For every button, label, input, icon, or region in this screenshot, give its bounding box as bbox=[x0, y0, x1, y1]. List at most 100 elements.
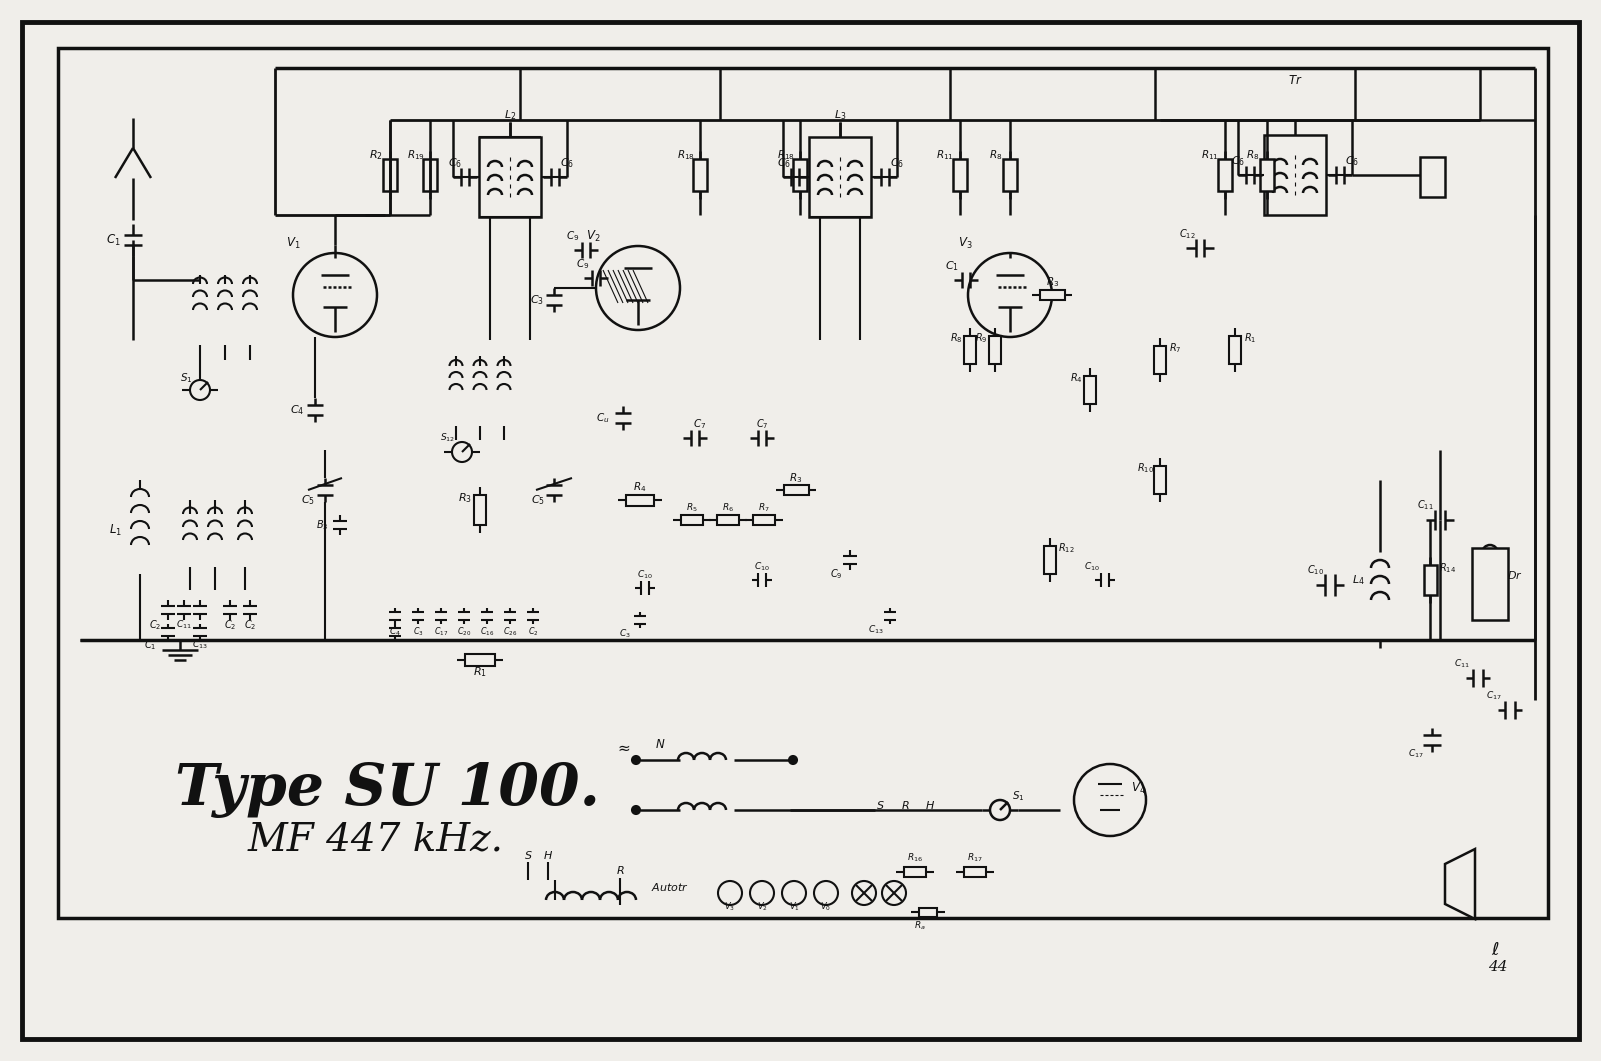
Bar bbox=[1041, 290, 1065, 300]
Text: $R_{11}$: $R_{11}$ bbox=[1201, 149, 1218, 162]
Text: $S_1$: $S_1$ bbox=[179, 371, 192, 385]
Text: $V_0$: $V_0$ bbox=[820, 901, 831, 914]
Text: $C_5$: $C_5$ bbox=[301, 493, 315, 507]
Text: $C_1$: $C_1$ bbox=[106, 232, 120, 247]
Text: Type SU 100.: Type SU 100. bbox=[175, 762, 600, 818]
Circle shape bbox=[813, 881, 837, 905]
Polygon shape bbox=[1446, 849, 1475, 919]
Text: $R_4$: $R_4$ bbox=[1069, 371, 1082, 385]
Text: $H$: $H$ bbox=[925, 799, 935, 811]
Bar bbox=[752, 515, 775, 525]
Text: $C_{13}$: $C_{13}$ bbox=[192, 639, 208, 651]
Text: $R_{18}$: $R_{18}$ bbox=[677, 149, 695, 162]
Text: $R_9$: $R_9$ bbox=[975, 331, 988, 345]
Text: $C_6$: $C_6$ bbox=[448, 156, 463, 170]
Text: $R_5$: $R_5$ bbox=[687, 502, 698, 515]
Text: $\approx$: $\approx$ bbox=[615, 741, 631, 755]
Text: $R_8$: $R_8$ bbox=[1246, 149, 1260, 162]
Text: $R_{16}$: $R_{16}$ bbox=[908, 852, 924, 865]
Text: $B_3$: $B_3$ bbox=[315, 518, 328, 532]
Bar bbox=[1084, 376, 1097, 404]
Text: $R$: $R$ bbox=[901, 799, 909, 811]
Text: $N$: $N$ bbox=[655, 737, 666, 750]
Text: 44: 44 bbox=[1489, 960, 1508, 974]
Text: $V_2$: $V_2$ bbox=[586, 228, 600, 244]
Text: $C_1$: $C_1$ bbox=[945, 259, 959, 273]
Text: $C_{26}$: $C_{26}$ bbox=[503, 626, 517, 639]
Text: $C_3$: $C_3$ bbox=[530, 293, 544, 307]
Text: $Autotr$: $Autotr$ bbox=[652, 881, 688, 893]
Circle shape bbox=[293, 253, 376, 337]
Circle shape bbox=[451, 442, 472, 462]
Text: $L_2$: $L_2$ bbox=[504, 108, 516, 122]
Text: $S$: $S$ bbox=[876, 799, 884, 811]
Text: $C_2$: $C_2$ bbox=[528, 626, 538, 639]
Text: $C_{17}$: $C_{17}$ bbox=[1486, 690, 1502, 702]
Text: $L_4$: $L_4$ bbox=[1351, 573, 1364, 587]
Text: $C_9$: $C_9$ bbox=[829, 567, 842, 581]
Text: $R_1$: $R_1$ bbox=[472, 665, 487, 679]
Text: $R_{11}$: $R_{11}$ bbox=[937, 149, 954, 162]
Text: $C_{10}$: $C_{10}$ bbox=[754, 561, 770, 573]
Text: $R$: $R$ bbox=[616, 864, 624, 876]
Text: $C_2$: $C_2$ bbox=[224, 619, 237, 632]
Text: $R_8$: $R_8$ bbox=[989, 149, 1002, 162]
Text: $R_{19}$: $R_{19}$ bbox=[407, 149, 424, 162]
Text: $R_2$: $R_2$ bbox=[370, 149, 383, 162]
Text: $R_{10}$: $R_{10}$ bbox=[1137, 462, 1154, 475]
Text: $H$: $H$ bbox=[543, 849, 552, 860]
Text: $S_{12}$: $S_{12}$ bbox=[440, 432, 456, 445]
Bar bbox=[464, 654, 495, 666]
Text: $C_{13}$: $C_{13}$ bbox=[868, 624, 884, 637]
Bar bbox=[1260, 159, 1274, 191]
Bar bbox=[626, 495, 653, 506]
Text: $Tr$: $Tr$ bbox=[1287, 73, 1302, 87]
Bar bbox=[784, 485, 809, 495]
Text: $R_{18}$: $R_{18}$ bbox=[776, 149, 796, 162]
Text: $C_{10}$: $C_{10}$ bbox=[637, 569, 653, 581]
Text: $C_4$: $C_4$ bbox=[389, 626, 400, 639]
Bar bbox=[1420, 157, 1446, 197]
Bar bbox=[905, 867, 925, 877]
Bar bbox=[1423, 566, 1438, 595]
Text: $C_1$: $C_1$ bbox=[144, 638, 157, 651]
Text: $C_6$: $C_6$ bbox=[776, 156, 791, 170]
Text: MF 447 kHz.: MF 447 kHz. bbox=[248, 821, 504, 858]
Text: $C_9$: $C_9$ bbox=[567, 229, 580, 243]
Bar bbox=[919, 908, 937, 917]
Bar bbox=[717, 515, 740, 525]
Text: $C_{17}$: $C_{17}$ bbox=[1409, 748, 1423, 761]
Bar bbox=[989, 336, 1001, 364]
Text: $C_u$: $C_u$ bbox=[596, 411, 610, 424]
Text: $C_6$: $C_6$ bbox=[560, 156, 575, 170]
Text: $L_1$: $L_1$ bbox=[109, 522, 123, 538]
Text: $C_9$: $C_9$ bbox=[576, 257, 589, 271]
Circle shape bbox=[749, 881, 773, 905]
Bar bbox=[680, 515, 703, 525]
Text: $R_6$: $R_6$ bbox=[722, 502, 733, 515]
Text: $C_2$: $C_2$ bbox=[149, 619, 162, 632]
Bar bbox=[1044, 546, 1057, 574]
Text: $C_3$: $C_3$ bbox=[413, 626, 423, 639]
Text: $R_3$: $R_3$ bbox=[458, 491, 472, 505]
Bar bbox=[1002, 159, 1017, 191]
Text: $R_{12}$: $R_{12}$ bbox=[1058, 541, 1074, 555]
Bar bbox=[964, 867, 986, 877]
Text: $S$: $S$ bbox=[524, 849, 533, 860]
Text: $C_{10}$: $C_{10}$ bbox=[1308, 563, 1324, 577]
Circle shape bbox=[191, 380, 210, 400]
Text: $C_{11}$: $C_{11}$ bbox=[1417, 498, 1433, 511]
Circle shape bbox=[632, 756, 640, 764]
Text: $R_7$: $R_7$ bbox=[759, 502, 770, 515]
Text: $C_{11}$: $C_{11}$ bbox=[1454, 658, 1470, 671]
Bar bbox=[693, 159, 708, 191]
Text: $C_2$: $C_2$ bbox=[243, 619, 256, 632]
Bar bbox=[953, 159, 967, 191]
Circle shape bbox=[717, 881, 741, 905]
Text: $C_7$: $C_7$ bbox=[693, 417, 706, 431]
Text: $C_{12}$: $C_{12}$ bbox=[1178, 227, 1196, 241]
Text: $\ell$: $\ell$ bbox=[1491, 941, 1499, 959]
Text: $C_7$: $C_7$ bbox=[756, 417, 768, 431]
Circle shape bbox=[632, 806, 640, 814]
Bar bbox=[423, 159, 437, 191]
